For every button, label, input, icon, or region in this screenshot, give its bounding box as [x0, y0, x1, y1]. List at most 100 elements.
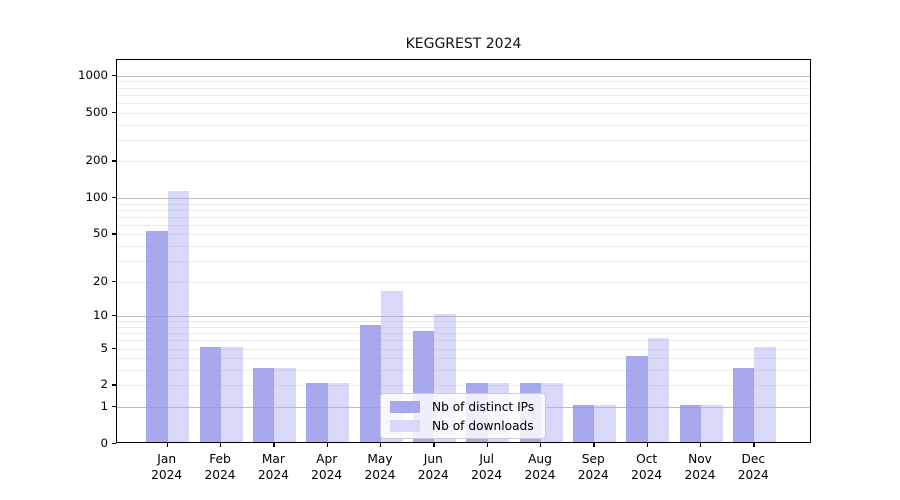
legend-row: Nb of downloads: [390, 419, 536, 433]
y-tick-label: 100: [85, 190, 108, 204]
x-tick-mark: [753, 443, 755, 447]
gridline: [117, 161, 810, 163]
y-tick-label: 1: [100, 399, 108, 414]
y-tick-label: 5: [100, 340, 108, 355]
bar-nov-downloads: [701, 405, 723, 442]
y-tick-label: 2: [100, 377, 108, 392]
gridline: [117, 370, 810, 372]
y-tick-mark: [112, 74, 116, 76]
bar-apr-downloads: [327, 383, 350, 442]
y-tick-mark: [112, 111, 116, 113]
y-tick-label: 20: [92, 273, 108, 288]
gridline: [117, 316, 810, 318]
bar-aug-downloads: [541, 383, 563, 442]
gridline: [117, 124, 810, 126]
gridline: [117, 209, 810, 211]
x-tick-label: Apr 2024: [311, 452, 343, 482]
x-tick-mark: [380, 443, 382, 447]
x-tick-label: Nov 2024: [684, 452, 716, 482]
x-tick-label: Oct 2024: [631, 452, 663, 482]
gridline: [117, 216, 810, 218]
y-tick-label: 10: [92, 308, 108, 323]
y-tick-mark: [112, 160, 116, 162]
bar-jan-distinct-ips: [146, 231, 168, 442]
legend-swatch-downloads: [390, 419, 420, 432]
x-tick-mark: [433, 443, 435, 447]
x-tick-label: Aug 2024: [524, 452, 556, 482]
y-tick-label: 500: [85, 104, 108, 119]
legend: Nb of distinct IPs Nb of downloads: [380, 393, 546, 439]
gridline: [117, 321, 810, 323]
y-tick-label: 0: [100, 436, 108, 450]
gridline: [117, 94, 810, 96]
y-tick-mark: [112, 384, 116, 386]
y-tick-mark: [112, 406, 116, 408]
x-tick-label: Jul 2024: [471, 452, 503, 482]
legend-swatch-distinct-ips: [390, 400, 420, 413]
x-tick-label: Feb 2024: [204, 452, 236, 482]
gridline: [117, 333, 810, 335]
y-tick-mark: [112, 315, 116, 317]
y-tick-mark: [112, 443, 116, 445]
gridline: [117, 75, 810, 77]
x-tick-mark: [220, 443, 222, 447]
bar-feb-distinct-ips: [199, 346, 221, 442]
gridline: [117, 385, 810, 387]
legend-row: Nb of distinct IPs: [390, 400, 536, 414]
x-tick-mark: [326, 443, 328, 447]
gridline: [117, 260, 810, 262]
bar-may-distinct-ips: [359, 324, 381, 442]
x-tick-mark: [486, 443, 488, 447]
bar-feb-downloads: [221, 346, 243, 442]
gridline: [117, 281, 810, 283]
gridline: [117, 203, 810, 205]
y-tick-mark: [112, 347, 116, 349]
x-tick-label: Sep 2024: [577, 452, 609, 482]
x-tick-mark: [700, 443, 702, 447]
bar-nov-distinct-ips: [679, 405, 701, 442]
bar-dec-downloads: [754, 346, 776, 442]
bar-dec-distinct-ips: [732, 368, 755, 442]
bar-mar-distinct-ips: [252, 368, 275, 442]
bar-oct-downloads: [647, 338, 670, 442]
y-tick-label: 200: [85, 153, 108, 168]
gridline: [117, 139, 810, 141]
gridline: [117, 87, 810, 89]
x-tick-label: Mar 2024: [257, 452, 289, 482]
bar-sep-distinct-ips: [572, 405, 595, 442]
x-tick-label: May 2024: [364, 452, 396, 482]
bar-jan-downloads: [167, 190, 190, 442]
gridline: [117, 224, 810, 226]
legend-label-downloads: Nb of downloads: [432, 418, 534, 433]
gridline: [117, 102, 810, 104]
bar-mar-downloads: [274, 368, 296, 442]
y-tick-label: 1000: [77, 67, 108, 82]
x-tick-mark: [273, 443, 275, 447]
gridline: [117, 246, 810, 247]
chart-title: KEGGREST 2024: [405, 36, 522, 52]
x-tick-mark: [166, 443, 168, 447]
x-tick-label: Dec 2024: [737, 452, 769, 482]
y-tick-mark: [112, 280, 116, 282]
bar-apr-distinct-ips: [306, 383, 328, 442]
plot-area: Nb of distinct IPs Nb of downloads: [116, 59, 811, 443]
gridline: [117, 326, 810, 328]
gridline: [117, 234, 810, 236]
gridline: [117, 358, 810, 360]
gridline: [117, 112, 810, 114]
y-tick-mark: [112, 233, 116, 235]
gridline: [117, 348, 810, 350]
bar-sep-downloads: [594, 405, 616, 442]
x-tick-mark: [540, 443, 542, 447]
x-tick-label: Jan 2024: [151, 452, 183, 482]
gridline: [117, 81, 810, 83]
bar-oct-distinct-ips: [626, 356, 648, 442]
gridline: [117, 340, 810, 342]
legend-label-distinct-ips: Nb of distinct IPs: [432, 399, 535, 414]
x-tick-mark: [646, 443, 648, 447]
y-tick-mark: [112, 197, 116, 199]
x-tick-mark: [593, 443, 595, 447]
x-tick-label: Jun 2024: [417, 452, 449, 482]
y-tick-label: 50: [92, 226, 108, 241]
